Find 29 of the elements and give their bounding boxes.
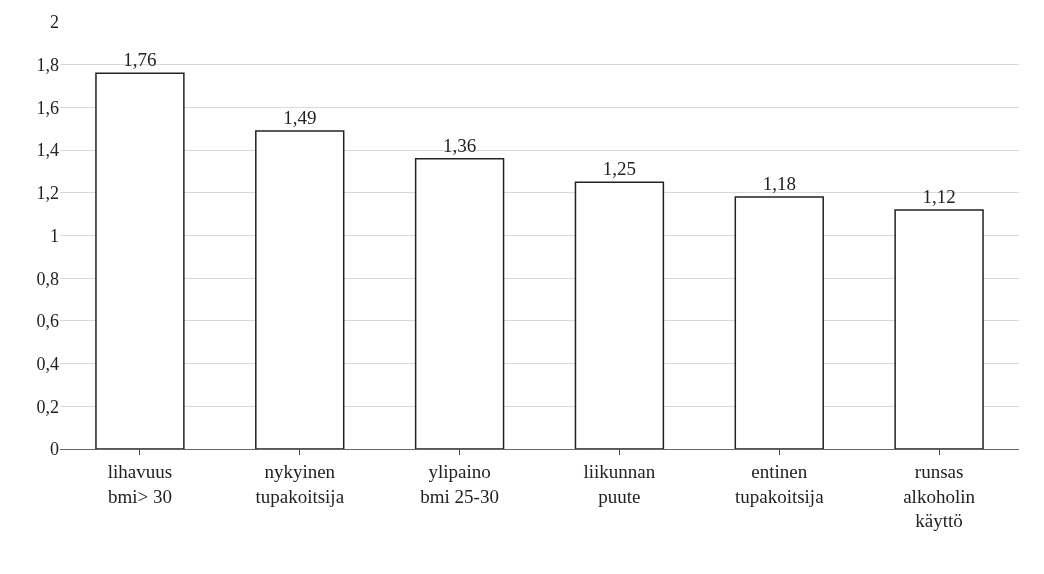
bar	[894, 209, 984, 449]
y-tick-label: 1	[50, 225, 59, 246]
bar	[574, 181, 665, 449]
x-tick-label: liikunnan puute	[583, 460, 656, 507]
y-tick-label: 1,6	[36, 97, 59, 118]
y-tick-label: 0,8	[36, 268, 59, 289]
x-tick-label: lihavuus bmi> 30	[107, 460, 173, 507]
x-tick-label: entinen tupakoitsija	[734, 460, 825, 507]
y-tick-label: 0,6	[36, 311, 59, 332]
bar	[95, 72, 185, 449]
y-tick-label: 2	[50, 12, 59, 33]
bar	[255, 130, 345, 449]
y-tick-label: 1,2	[36, 183, 59, 204]
bar	[734, 196, 824, 449]
data-label: 1,12	[922, 185, 956, 207]
x-tick-label: nykyinen tupakoitsija	[255, 460, 345, 507]
data-label: 1,36	[442, 134, 477, 156]
x-tick-label: runsas alkoholin käyttö	[903, 460, 976, 532]
data-label: 1,49	[283, 106, 317, 128]
bar	[414, 157, 505, 449]
y-tick-label: 1,4	[36, 140, 59, 161]
y-tick-label: 1,8	[36, 55, 59, 75]
data-label: 1,76	[123, 49, 157, 71]
data-label: 1,25	[602, 158, 637, 180]
data-label: 1,18	[762, 173, 796, 195]
y-tick-label: 0	[50, 439, 59, 460]
y-tick-label: 0,2	[36, 396, 59, 417]
x-tick-label: ylipaino bmi 25-30	[420, 460, 499, 507]
y-tick-label: 0,4	[36, 353, 59, 374]
